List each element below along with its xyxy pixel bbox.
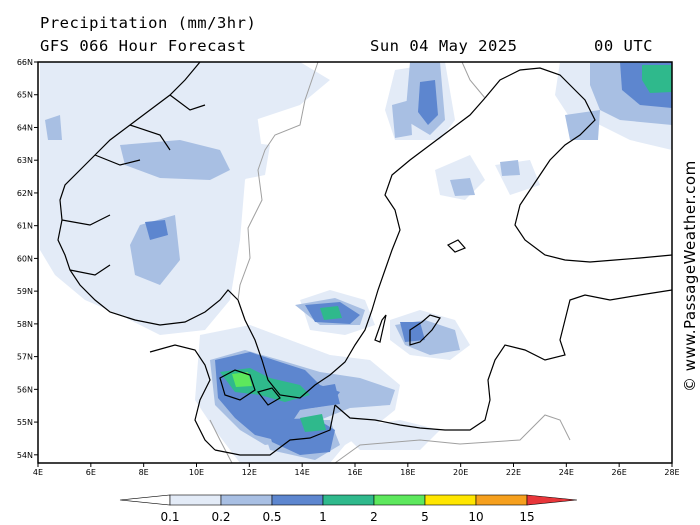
lat-label: 60N bbox=[17, 254, 33, 263]
lat-label: 57N bbox=[17, 353, 33, 362]
coastlines bbox=[57, 61, 673, 456]
precip-intense-finland bbox=[642, 65, 672, 93]
lon-label: 8E bbox=[139, 468, 149, 477]
lat-label: 65N bbox=[17, 91, 33, 100]
border-norway-sweden bbox=[237, 61, 319, 301]
coast-danish-islands bbox=[219, 369, 281, 406]
coast-aland bbox=[446, 239, 467, 253]
colorbar-swatch bbox=[475, 494, 528, 506]
precip-intense-pomerania bbox=[300, 414, 326, 432]
colorbar-label: 15 bbox=[519, 510, 534, 524]
coast-norway-fjords bbox=[61, 94, 206, 276]
precip-mod-finland-c bbox=[500, 160, 520, 176]
colorbar-label: 0.1 bbox=[160, 510, 179, 524]
precip-mod-nw bbox=[45, 115, 62, 140]
lat-label: 56N bbox=[17, 385, 33, 394]
colorbar-label: 2 bbox=[370, 510, 378, 524]
precip-heavy-norway-c bbox=[145, 220, 168, 240]
latitude-axis: 66N 65N 64N 63N 62N 61N 60N 59N 58N 57N 56N 55N 54N bbox=[17, 58, 38, 460]
colorbar-label: 0.5 bbox=[262, 510, 281, 524]
coast-oland bbox=[374, 314, 387, 343]
colorbar-label: 1 bbox=[319, 510, 327, 524]
lat-label: 63N bbox=[17, 156, 33, 165]
precipitation-colorbar: 0.1 0.2 0.5 1 2 5 10 15 bbox=[119, 494, 578, 524]
forecast-date: Sun 04 May 2025 bbox=[370, 37, 518, 55]
precip-light-west-norway bbox=[230, 140, 270, 180]
border-germany bbox=[209, 419, 233, 464]
lat-label: 59N bbox=[17, 287, 33, 296]
coast-norway bbox=[57, 61, 239, 326]
lat-label: 66N bbox=[17, 58, 33, 67]
lon-label: 6E bbox=[86, 468, 96, 477]
precip-heavy-gotland bbox=[400, 322, 425, 342]
colorbar-max-triangle bbox=[526, 494, 578, 506]
lat-label: 64N bbox=[17, 123, 33, 132]
lon-label: 16E bbox=[347, 468, 362, 477]
lat-label: 58N bbox=[17, 320, 33, 329]
coast-finland bbox=[484, 67, 673, 263]
precip-mod-finland-e bbox=[565, 110, 600, 140]
precip-heavy-gulf bbox=[418, 80, 438, 125]
colorbar-swatch bbox=[220, 494, 273, 506]
border-poland bbox=[334, 414, 571, 464]
colorbar-min-triangle bbox=[119, 494, 171, 506]
colorbar-label: 5 bbox=[421, 510, 429, 524]
coast-baltic-east bbox=[334, 289, 673, 431]
colorbar-swatch bbox=[373, 494, 426, 506]
longitude-axis: 4E 6E 8E 10E 12E 14E 16E 18E 20E 22E 24E 26E 28E bbox=[33, 463, 680, 477]
colorbar-label: 0.2 bbox=[211, 510, 230, 524]
coast-sweden-west bbox=[237, 97, 486, 399]
lat-label: 55N bbox=[17, 418, 33, 427]
lon-label: 10E bbox=[189, 468, 204, 477]
coast-germany-poland bbox=[214, 404, 336, 456]
precip-very-intense-denmark bbox=[232, 372, 252, 387]
colorbar-swatch bbox=[169, 494, 222, 506]
border-sweden-finland bbox=[461, 61, 486, 99]
precip-light-north bbox=[40, 62, 330, 170]
coast-denmark bbox=[149, 344, 216, 451]
precip-mod-bothnia-l bbox=[392, 100, 412, 138]
lon-label: 20E bbox=[453, 468, 468, 477]
chart-title: Precipitation (mm/3hr) bbox=[40, 14, 257, 32]
lon-label: 18E bbox=[400, 468, 415, 477]
colorbar-label: 10 bbox=[468, 510, 483, 524]
colorbar-swatch bbox=[424, 494, 477, 506]
lat-label: 54N bbox=[17, 451, 33, 460]
colorbar-swatch bbox=[322, 494, 375, 506]
forecast-time: 00 UTC bbox=[594, 37, 653, 55]
precip-intense-sweden-s bbox=[320, 306, 342, 320]
precip-mod-west-coast bbox=[120, 140, 230, 180]
lat-label: 61N bbox=[17, 222, 33, 231]
lon-label: 24E bbox=[559, 468, 574, 477]
precip-mod-bothnia-c bbox=[450, 178, 475, 196]
lon-label: 28E bbox=[664, 468, 679, 477]
credit-text: © www.PassageWeather.com bbox=[681, 160, 699, 392]
colorbar-swatch bbox=[271, 494, 324, 506]
lon-label: 14E bbox=[295, 468, 310, 477]
lon-label: 26E bbox=[612, 468, 627, 477]
lon-label: 12E bbox=[242, 468, 257, 477]
lon-label: 22E bbox=[506, 468, 521, 477]
coast-gotland bbox=[409, 314, 441, 346]
lat-label: 62N bbox=[17, 189, 33, 198]
lon-label: 4E bbox=[33, 468, 43, 477]
country-borders bbox=[209, 61, 571, 464]
forecast-subtitle: GFS 066 Hour Forecast bbox=[40, 37, 247, 55]
precipitation-fields bbox=[40, 62, 672, 463]
